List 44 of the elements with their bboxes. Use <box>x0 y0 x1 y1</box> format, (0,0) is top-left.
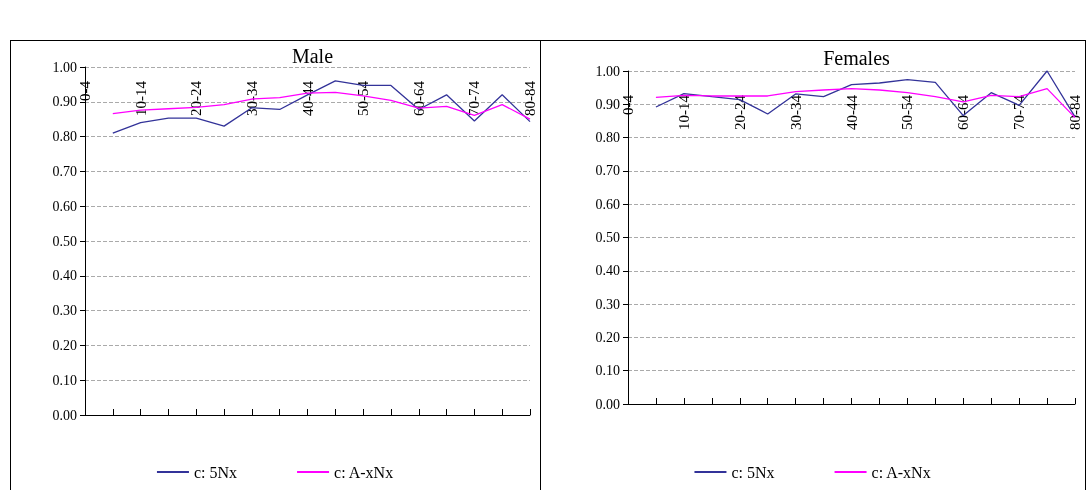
y-tick-label: 0.00 <box>595 396 620 412</box>
y-tick-label: 0.80 <box>52 129 77 145</box>
y-tick-label: 1.00 <box>595 63 620 79</box>
y-tick-label: 0.00 <box>52 407 77 423</box>
y-tick-label: 0.80 <box>595 130 620 146</box>
legend-label: c: 5Nx <box>731 463 775 481</box>
y-tick-label: 0.50 <box>595 230 620 245</box>
x-tick-label: 70-74 <box>1011 94 1028 130</box>
x-tick-label: 70-74 <box>466 80 483 116</box>
y-tick-label: 0.60 <box>52 198 77 214</box>
y-tick-label: 0.50 <box>52 233 77 249</box>
x-tick-label: 20-24 <box>731 94 748 130</box>
legend-label: c: A-xNx <box>334 463 394 481</box>
x-tick-label: 60-64 <box>410 80 427 116</box>
y-tick-label: 0.60 <box>595 196 620 212</box>
x-tick-label: 50-54 <box>899 94 916 130</box>
legend-label: c: A-xNx <box>871 463 931 481</box>
chart-title: Male <box>291 45 334 67</box>
x-tick-label: 10-14 <box>132 80 149 116</box>
y-tick-label: 0.10 <box>52 372 77 388</box>
y-tick-label: 0.90 <box>595 96 620 112</box>
x-tick-label: 60-64 <box>955 94 972 130</box>
y-tick-label: 1.00 <box>52 59 77 75</box>
y-tick-label: 0.40 <box>595 263 620 279</box>
x-tick-label: 80-84 <box>1067 94 1083 130</box>
chart-title: Females <box>823 47 891 69</box>
y-tick-label: 0.70 <box>595 163 620 179</box>
y-tick-label: 0.20 <box>52 337 77 353</box>
y-tick-label: 0.70 <box>52 163 77 179</box>
y-tick-label: 0.10 <box>595 363 620 379</box>
y-tick-label: 0.30 <box>595 296 620 312</box>
y-tick-label: 0.30 <box>52 303 77 319</box>
x-tick-label: 30-34 <box>243 80 260 116</box>
y-tick-label: 0.40 <box>52 268 77 284</box>
x-tick-label: 10-14 <box>675 94 692 130</box>
x-tick-label: 40-44 <box>843 94 860 130</box>
y-tick-label: 0.20 <box>595 329 620 345</box>
x-tick-label: 40-44 <box>299 80 316 116</box>
legend-label: c: 5Nx <box>193 463 238 481</box>
x-tick-label: 20-24 <box>188 80 205 116</box>
x-tick-label: 30-34 <box>787 94 804 130</box>
y-tick-label: 0.90 <box>52 94 77 110</box>
x-tick-label: 80-84 <box>522 80 538 116</box>
x-tick-label: 50-54 <box>355 80 372 116</box>
